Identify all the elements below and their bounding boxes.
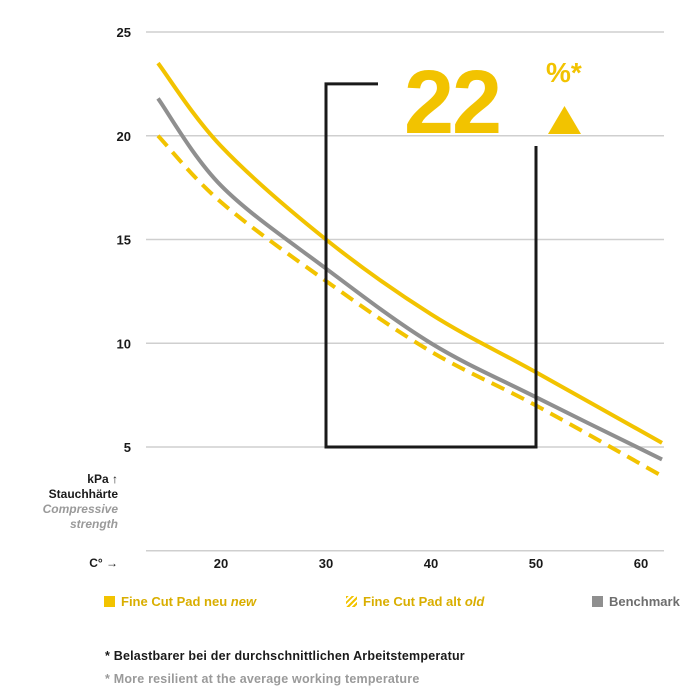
legend-label-benchmark: Benchmark (609, 594, 680, 609)
y-tick-label: 25 (117, 25, 131, 40)
series-line-benchmark (156, 97, 663, 462)
legend-label-old: Fine Cut Pad alt old (363, 594, 484, 609)
bracket-path (324, 82, 538, 449)
legend-label-new-em: new (230, 594, 257, 609)
x-axis-unit: C° (89, 556, 103, 570)
highlight-unit: %* (546, 57, 582, 88)
legend-swatch-new (104, 596, 115, 607)
x-tick-labels: 20 30 40 50 60 (214, 556, 648, 571)
y-tick-label: 10 (117, 336, 131, 351)
y-tick-label: 5 (124, 440, 131, 455)
legend-item-benchmark: Benchmark (592, 594, 680, 609)
y-axis-unit: kPa (87, 472, 109, 486)
legend-label-old-em: old (464, 594, 485, 609)
highlight-value: 22 (404, 53, 502, 153)
x-tick-label: 20 (214, 556, 228, 571)
legend-item-new: Fine Cut Pad neu new (104, 594, 256, 609)
x-tick-label: 40 (424, 556, 438, 571)
increase-triangle-icon (548, 106, 581, 134)
x-tick-label: 30 (319, 556, 333, 571)
y-axis-label: kPa ↑ Stauchhärte Compressive strength (38, 472, 118, 532)
x-tick-label: 60 (634, 556, 648, 571)
legend-label-old-main: Fine Cut Pad alt (363, 594, 462, 609)
y-tick-labels: 5 10 15 20 25 (117, 25, 131, 455)
x-axis-label: C° → (89, 556, 118, 570)
footnote-en: * More resilient at the average working … (105, 672, 420, 686)
x-tick-label: 50 (529, 556, 543, 571)
grid-lines (146, 31, 664, 552)
footnote-de: * Belastbarer bei der durchschnittlichen… (105, 649, 465, 663)
series-line-new (156, 61, 663, 445)
y-axis-label-en: Compressive strength (42, 502, 118, 531)
series-lines (156, 61, 663, 478)
y-tick-label: 20 (117, 129, 131, 144)
highlight-bracket (324, 82, 581, 449)
legend-item-old: Fine Cut Pad alt old (346, 594, 484, 609)
y-tick-label: 15 (117, 233, 131, 248)
y-axis-label-de: Stauchhärte (48, 487, 118, 501)
legend-label-new: Fine Cut Pad neu new (121, 594, 256, 609)
series-line-old (156, 134, 663, 478)
legend-label-new-main: Fine Cut Pad neu (121, 594, 228, 609)
legend-swatch-old (346, 596, 357, 607)
legend-swatch-benchmark (592, 596, 603, 607)
